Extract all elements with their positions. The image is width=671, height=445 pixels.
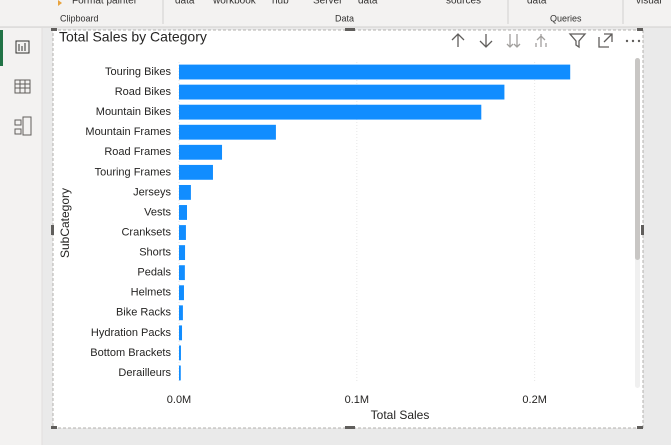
x-tick-label: 0.1M xyxy=(345,394,369,406)
y-axis-title: SubCategory xyxy=(58,188,72,258)
y-tick-label: Touring Frames xyxy=(95,166,172,178)
bar xyxy=(179,305,183,321)
sidebar xyxy=(0,28,42,445)
ribbon-item[interactable]: visual xyxy=(636,0,662,7)
y-tick-label: Helmets xyxy=(131,287,172,299)
y-tick-label: Bottom Brackets xyxy=(90,347,171,359)
x-tick-label: 0.0M xyxy=(167,394,191,406)
chart-title: Total Sales by Category xyxy=(59,29,207,45)
ribbon-item[interactable]: data xyxy=(175,0,195,7)
ribbon-item[interactable]: workbook xyxy=(212,0,257,7)
y-tick-label: Touring Bikes xyxy=(105,66,172,78)
bar xyxy=(179,325,183,341)
scrollbar-thumb[interactable] xyxy=(635,58,640,260)
visual-header-icons[interactable] xyxy=(451,33,613,49)
bar xyxy=(179,104,482,120)
bar xyxy=(179,205,188,220)
y-tick-label: Road Bikes xyxy=(115,86,172,98)
ribbon-item[interactable]: Server xyxy=(313,0,343,7)
bar xyxy=(179,265,185,281)
format-painter-icon xyxy=(58,0,62,6)
y-tick-label: Jerseys xyxy=(133,186,171,198)
y-tick-label: Bike Racks xyxy=(116,307,172,319)
y-tick-label: Mountain Frames xyxy=(85,126,171,138)
y-tick-label: Derailleurs xyxy=(118,367,171,379)
y-tick-label: Cranksets xyxy=(121,226,171,238)
bar xyxy=(179,144,223,160)
ribbon-item[interactable]: hub xyxy=(272,0,289,7)
ribbon-group: Clipboard xyxy=(60,13,99,23)
bar xyxy=(179,164,213,180)
y-tick-label: Pedals xyxy=(137,267,171,279)
ribbon-item[interactable]: data xyxy=(358,0,378,7)
ribbon xyxy=(0,0,671,27)
x-tick-label: 0.2M xyxy=(522,394,546,406)
report-view-icon[interactable] xyxy=(15,40,30,54)
bar xyxy=(179,84,505,100)
bar xyxy=(179,245,186,261)
ribbon-item[interactable]: Format painter xyxy=(72,0,138,7)
bar xyxy=(179,285,184,301)
model-view-icon[interactable] xyxy=(14,116,32,136)
bar xyxy=(179,64,571,80)
bar xyxy=(179,184,191,200)
ribbon-item[interactable]: sources xyxy=(446,0,481,7)
y-tick-label: Vests xyxy=(144,206,171,218)
bar xyxy=(179,124,276,140)
bar xyxy=(179,365,181,381)
bar xyxy=(179,345,181,361)
active-indicator xyxy=(0,30,3,66)
ribbon-group: Queries xyxy=(550,13,582,23)
table-view-icon[interactable] xyxy=(14,79,31,94)
y-tick-label: Road Frames xyxy=(104,146,171,158)
y-tick-label: Mountain Bikes xyxy=(96,106,172,118)
more-options[interactable] xyxy=(625,39,641,43)
ribbon-item[interactable]: data xyxy=(527,0,547,7)
y-tick-label: Hydration Packs xyxy=(91,327,172,339)
x-axis-title: Total Sales xyxy=(371,408,430,422)
resize-handles xyxy=(51,28,644,429)
bar xyxy=(179,225,186,240)
ribbon-group: Data xyxy=(335,13,354,23)
y-tick-label: Shorts xyxy=(139,247,171,259)
